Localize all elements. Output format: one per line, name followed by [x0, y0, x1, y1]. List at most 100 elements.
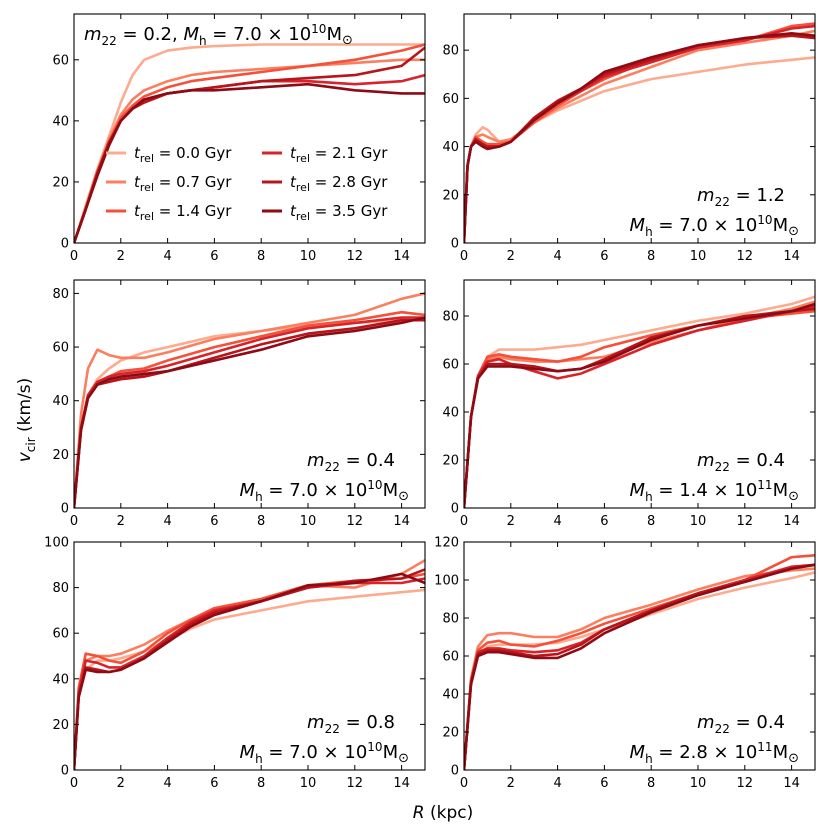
- x-tick-label: 10: [300, 514, 317, 529]
- legend-item-5: trel = 2.8 Gyr: [262, 173, 388, 194]
- x-tick-label: 2: [507, 776, 515, 791]
- x-tick-label: 14: [393, 514, 410, 529]
- y-tick-label: 100: [434, 574, 459, 589]
- panel-annotation-mh: Mh = 7.0 × 1010M⊙: [630, 213, 799, 239]
- y-tick-label: 40: [52, 394, 69, 409]
- legend-item-1: trel = 0.0 Gyr: [106, 144, 232, 165]
- y-tick-label: 80: [442, 310, 459, 325]
- y-tick-label: 80: [442, 612, 459, 627]
- x-tick-label: 12: [737, 776, 754, 791]
- panel-1: 0 2 4 6 8 10 12 14 0 20 40 60 m22 = 0.2, Mh = 7.0 × …: [52, 13, 426, 264]
- x-tick-label: 0: [70, 249, 78, 264]
- x-tick-label: 0: [460, 776, 468, 791]
- series-group: [74, 292, 425, 508]
- y-axis-title: vcir (km/s): [15, 378, 38, 463]
- series-group: [464, 295, 815, 508]
- y-tick-label: 60: [52, 341, 69, 356]
- series-group: [464, 22, 815, 243]
- series-line-2: [74, 558, 425, 770]
- series-line-6: [464, 31, 815, 243]
- x-tick-label: 8: [257, 249, 265, 264]
- y-tick-label: 40: [52, 672, 69, 687]
- y-tick-label: 0: [451, 764, 459, 779]
- x-tick-label: 2: [117, 249, 125, 264]
- x-tick-label: 4: [163, 249, 171, 264]
- x-tick-label: 10: [300, 249, 317, 264]
- series-group: [74, 43, 425, 243]
- y-tick-label: 60: [52, 53, 69, 68]
- x-tick-label: 0: [70, 776, 78, 791]
- series-line-1: [464, 295, 815, 508]
- y-tick-label: 40: [442, 140, 459, 155]
- series-line-4: [464, 305, 815, 508]
- y-tick-label: 20: [442, 188, 459, 203]
- legend: trel = 0.0 Gyr trel = 0.7 Gyr trel = 1.4 G…: [106, 144, 388, 223]
- x-tick-label: 6: [600, 514, 608, 529]
- x-tick-label: 2: [117, 776, 125, 791]
- series-line-2: [74, 292, 425, 508]
- x-tick-label: 4: [553, 249, 561, 264]
- legend-item-6: trel = 3.5 Gyr: [262, 202, 388, 223]
- series-line-4: [74, 316, 425, 508]
- series-group: [74, 558, 425, 770]
- panel-5: 0 2 4 6 8 10 12 14 0 20 40 60 80 100 m22 = 0.8 Mh = 7.0…: [44, 536, 426, 791]
- legend-label: trel = 0.7 Gyr: [134, 173, 232, 194]
- panel-annotation-m22: m22 = 0.8: [307, 712, 395, 736]
- series-line-6: [464, 563, 815, 770]
- panel-annotation-mh: Mh = 1.4 × 1011M⊙: [630, 478, 799, 504]
- legend-label: trel = 1.4 Gyr: [134, 202, 232, 223]
- x-tick-label: 4: [163, 514, 171, 529]
- x-tick-label: 8: [647, 514, 655, 529]
- x-tick-label: 12: [347, 776, 364, 791]
- y-tick-label: 0: [451, 502, 459, 517]
- legend-item-4: trel = 2.1 Gyr: [262, 144, 388, 165]
- x-axis-title: R (kpc): [413, 803, 473, 823]
- x-tick-label: 8: [257, 514, 265, 529]
- y-tick-label: 80: [52, 581, 69, 596]
- panel-2: 0 2 4 6 8 10 12 14 0 20 40 60 80 m22 = 1.2 Mh = 7.0 × …: [442, 13, 816, 264]
- y-tick-label: 40: [442, 688, 459, 703]
- series-line-6: [464, 302, 815, 508]
- y-tick-label: 20: [52, 718, 69, 733]
- x-tick-label: 0: [70, 514, 78, 529]
- y-tick-label: 20: [52, 175, 69, 190]
- legend-item-3: trel = 1.4 Gyr: [106, 202, 232, 223]
- series-line-6: [74, 316, 425, 508]
- series-group: [464, 554, 815, 770]
- x-tick-label: 14: [783, 249, 800, 264]
- x-tick-label: 0: [460, 514, 468, 529]
- y-tick-label: 120: [434, 536, 459, 551]
- legend-label: trel = 0.0 Gyr: [134, 144, 232, 165]
- y-tick-label: 40: [442, 406, 459, 421]
- x-tick-label: 6: [210, 514, 218, 529]
- x-tick-label: 4: [553, 776, 561, 791]
- x-tick-label: 6: [600, 249, 608, 264]
- x-tick-label: 4: [553, 514, 561, 529]
- plot-frame: [73, 541, 426, 771]
- panel-annotation-m22: m22 = 0.4: [697, 450, 785, 474]
- x-tick-label: 6: [210, 249, 218, 264]
- x-tick-label: 10: [300, 776, 317, 791]
- x-tick-label: 6: [600, 776, 608, 791]
- x-tick-label: 14: [783, 514, 800, 529]
- y-tick-label: 100: [44, 536, 69, 551]
- panel-annotation-m22: m22 = 0.4: [307, 450, 395, 474]
- series-line-6: [74, 572, 425, 770]
- panel-annotation-mh: Mh = 7.0 × 1010M⊙: [240, 740, 409, 766]
- panel-3: 0 2 4 6 8 10 12 14 0 20 40 60 80 m22 = 0.4 Mh = 7.0 × …: [52, 279, 426, 529]
- x-tick-label: 14: [783, 776, 800, 791]
- y-tick-label: 0: [61, 502, 69, 517]
- panel-annotation-m22: m22 = 1.2: [697, 185, 785, 209]
- y-tick-label: 60: [442, 358, 459, 373]
- y-tick-label: 80: [442, 44, 459, 59]
- x-tick-label: 12: [347, 514, 364, 529]
- y-tick-label: 40: [52, 114, 69, 129]
- plot-frame: [463, 13, 816, 244]
- legend-label: trel = 2.8 Gyr: [290, 173, 388, 194]
- x-tick-label: 12: [347, 249, 364, 264]
- x-tick-label: 0: [460, 249, 468, 264]
- y-tick-label: 20: [52, 448, 69, 463]
- x-tick-label: 2: [507, 249, 515, 264]
- x-tick-label: 14: [393, 776, 410, 791]
